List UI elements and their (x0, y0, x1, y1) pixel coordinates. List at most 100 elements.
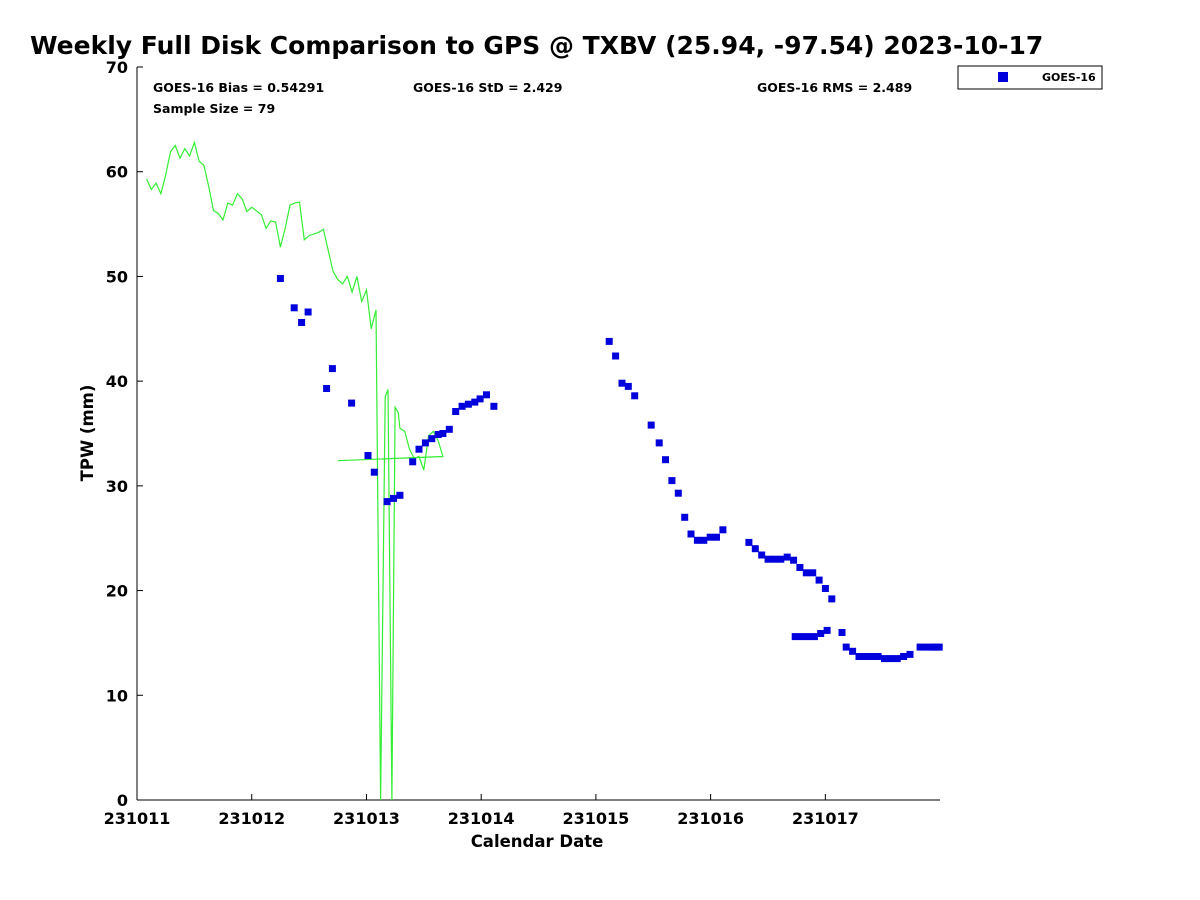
goes16-point (804, 633, 812, 641)
y-tick-label: 20 (106, 582, 128, 601)
goes16-point (758, 551, 766, 559)
x-ticks: 231011 231012 231013 231014 231015 231016 2310… (104, 794, 859, 828)
goes16-point (452, 408, 460, 415)
x-tick-label: 231017 (792, 809, 859, 828)
goes16-point (790, 556, 798, 564)
goes16-point (612, 352, 620, 360)
y-tick-label: 50 (106, 267, 128, 286)
y-ticks: 0 10 20 30 40 50 60 70 (106, 58, 143, 810)
rms-stat: GOES-16 RMS = 2.489 (757, 80, 912, 95)
goes16-point (631, 392, 639, 400)
goes16-point (668, 477, 676, 485)
x-tick-label: 231012 (218, 809, 285, 828)
gps-series (146, 140, 444, 801)
goes16-point (415, 445, 423, 453)
goes16-point (298, 319, 306, 326)
goes16-point (409, 458, 417, 466)
goes16-point (445, 425, 453, 433)
goes16-point (605, 337, 613, 345)
goes16-point (783, 553, 791, 561)
goes16-point (821, 585, 829, 592)
legend-label: GOES-16 (1042, 71, 1096, 84)
goes16-point (276, 275, 284, 282)
x-tick-label: 231016 (677, 809, 744, 828)
goes16-point (370, 468, 378, 476)
goes16-point (935, 643, 943, 651)
goes16-point (906, 650, 914, 658)
x-tick-label: 231013 (333, 809, 400, 828)
goes16-point (439, 430, 447, 437)
goes16-point (802, 569, 810, 577)
bias-stat: GOES-16 Bias = 0.54291 (153, 80, 324, 95)
goes16-point (434, 431, 442, 438)
goes16-point (476, 395, 484, 403)
gps-line (146, 140, 444, 801)
goes16-point (881, 655, 888, 663)
goes16-point (323, 385, 331, 392)
goes16-point (719, 526, 727, 534)
goes16-point (681, 513, 689, 521)
goes16-point (464, 400, 472, 408)
goes16-point (348, 399, 356, 407)
goes16-point (810, 633, 818, 641)
goes16-point (458, 402, 466, 410)
goes16-point (798, 633, 806, 641)
goes16-point (471, 398, 479, 406)
x-axis-label: Calendar Date (471, 832, 604, 851)
goes16-point (838, 629, 846, 636)
goes16-point (687, 530, 695, 538)
goes16-point (390, 494, 397, 502)
goes16-point (421, 439, 429, 447)
goes16-point (751, 545, 759, 553)
goes16-point (791, 633, 799, 641)
goes16-point (916, 643, 924, 651)
sample-size-stat: Sample Size = 79 (153, 101, 275, 116)
y-tick-label: 30 (106, 477, 128, 496)
x-tick-label: 231011 (104, 809, 171, 828)
goes16-point (618, 379, 626, 387)
goes16-point (674, 489, 682, 497)
goes16-point (655, 439, 663, 447)
goes16-point (868, 653, 876, 660)
goes16-point (713, 533, 720, 541)
goes16-point (383, 498, 391, 506)
goes16-point (815, 576, 823, 584)
goes16-point (828, 595, 836, 603)
plot-area (136, 67, 940, 801)
goes16-point (693, 536, 701, 544)
goes16-point (647, 421, 655, 429)
legend-marker (998, 72, 1008, 82)
goes16-series (276, 275, 943, 663)
x-tick-label: 231014 (448, 809, 515, 828)
goes16-point (849, 647, 857, 655)
goes16-point (428, 435, 436, 443)
goes16-point (662, 456, 669, 464)
goes16-point (490, 402, 498, 410)
goes16-point (923, 643, 930, 651)
goes16-point (706, 533, 714, 541)
goes16-point (887, 655, 895, 663)
goes16-point (304, 308, 312, 316)
legend: GOES-16 (957, 65, 1103, 90)
goes16-point (823, 626, 831, 634)
goes16-point (764, 555, 772, 563)
goes16-point (893, 655, 901, 663)
goes16-point (796, 564, 804, 571)
y-tick-label: 60 (106, 163, 128, 182)
std-stat: GOES-16 StD = 2.429 (413, 80, 562, 95)
chart-title: Weekly Full Disk Comparison to GPS @ TXB… (30, 31, 1043, 60)
y-tick-label: 70 (106, 58, 128, 77)
goes16-point (861, 653, 869, 660)
goes16-point (745, 538, 753, 546)
goes16-point (809, 569, 817, 577)
x-tick-label: 231015 (563, 809, 630, 828)
goes16-point (700, 536, 708, 544)
goes16-point (777, 555, 785, 563)
y-axis-label: TPW (mm) (78, 385, 97, 482)
y-tick-label: 10 (106, 686, 128, 705)
goes16-point (874, 653, 882, 660)
goes16-point (900, 653, 908, 660)
goes16-point (817, 630, 825, 637)
goes16-point (770, 555, 778, 563)
